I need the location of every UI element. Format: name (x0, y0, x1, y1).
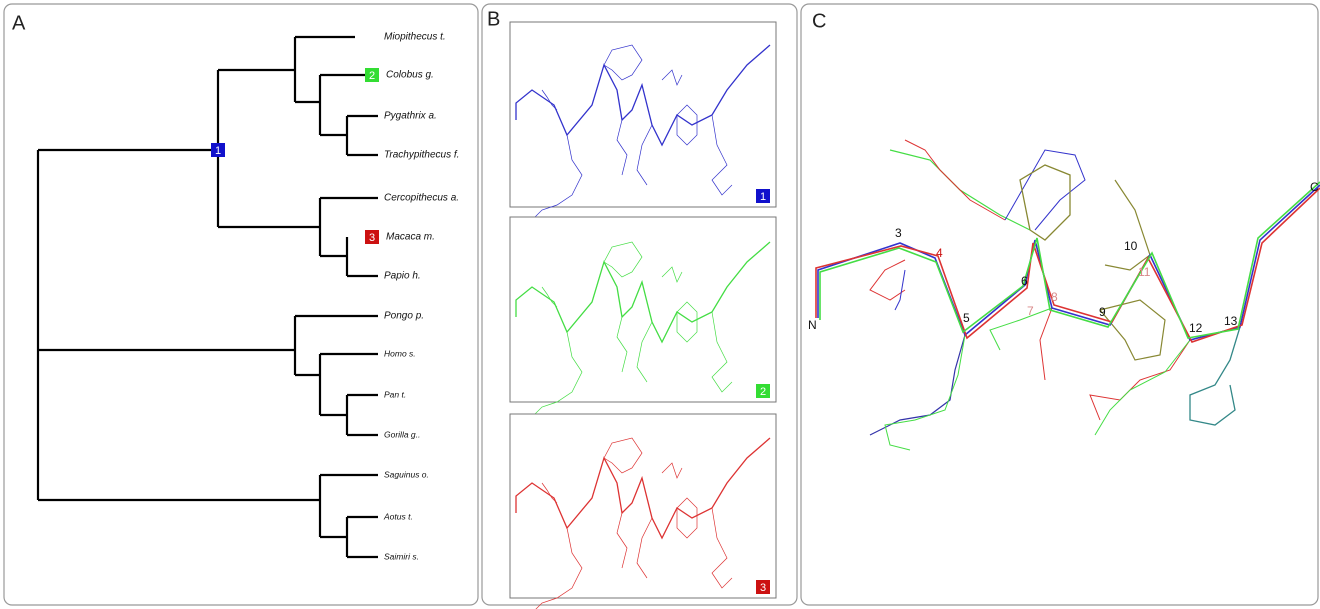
stroke (1190, 327, 1240, 425)
stroke (1040, 308, 1052, 380)
stroke (870, 335, 965, 435)
stroke (1095, 340, 1190, 435)
species: Gorilla g.. (384, 429, 420, 439)
species: Homo s. (384, 348, 416, 358)
species: Papio h. (384, 271, 421, 282)
species: Pongo p. (384, 311, 424, 322)
residue-label: 11 (1138, 265, 1151, 279)
species: Miopithecus t. (384, 32, 446, 43)
species: Aotus t. (383, 511, 413, 521)
residue-label: C (1310, 180, 1319, 194)
species: Saimiri s. (384, 551, 419, 561)
structure-box (510, 217, 776, 402)
phylogenetic-tree (38, 37, 378, 557)
stroke (1100, 300, 1165, 360)
badge-text: 2 (369, 70, 375, 82)
panel-label: C (812, 10, 826, 32)
badge-text: 1 (215, 145, 221, 157)
panel-label: B (487, 8, 500, 30)
structure-box (510, 414, 776, 598)
species: Macaca m. (386, 232, 435, 243)
stroke (990, 308, 1052, 350)
residue-label: 13 (1224, 314, 1238, 328)
residue-label: 7 (1027, 304, 1034, 318)
species-labels: Miopithecus t. Colobus g. Pygathrix a. T… (383, 32, 459, 562)
panel-frame (801, 4, 1318, 605)
residue-label: 10 (1124, 239, 1138, 253)
residue-label: 12 (1189, 321, 1203, 335)
badge-text: 3 (760, 582, 766, 594)
structure-views: 1 2 3 (510, 22, 776, 609)
stroke (1105, 180, 1150, 270)
species: Trachypithecus f. (384, 150, 459, 161)
species: Saguinus o. (384, 469, 429, 479)
stroke (870, 260, 905, 300)
stroke (1090, 340, 1190, 420)
species: Cercopithecus a. (384, 193, 459, 204)
residue-label: 8 (1051, 290, 1058, 304)
species: Pan t. (384, 389, 406, 399)
residue-label: 9 (1099, 305, 1106, 319)
residue-label: 6 (1021, 274, 1028, 288)
superposition (816, 140, 1320, 450)
stroke (905, 140, 1005, 220)
panel-label: A (12, 12, 26, 34)
species: Colobus g. (386, 70, 434, 81)
stroke (895, 270, 905, 310)
stroke (885, 335, 965, 450)
residue-label: 3 (895, 226, 902, 240)
residue-label: 4 (936, 246, 943, 260)
species: Pygathrix a. (384, 111, 437, 122)
residue-label: 5 (963, 311, 970, 325)
stroke (1005, 150, 1085, 230)
figure: A B C (0, 0, 1320, 609)
stroke (816, 188, 1320, 342)
badge-text: 3 (369, 232, 375, 244)
residue-label: N (808, 318, 817, 332)
badge-text: 2 (760, 386, 766, 398)
badge-text: 1 (760, 191, 766, 203)
